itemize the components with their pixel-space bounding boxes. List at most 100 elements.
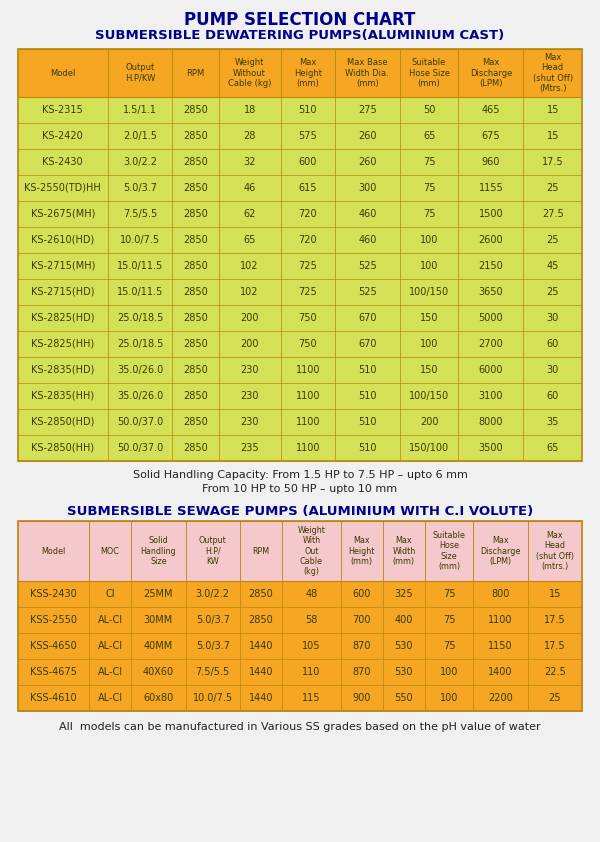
Text: 530: 530 <box>395 641 413 651</box>
Text: 1.5/1.1: 1.5/1.1 <box>123 105 157 115</box>
Text: 100: 100 <box>420 261 438 271</box>
Bar <box>18 607 582 633</box>
Text: 1400: 1400 <box>488 667 512 677</box>
Text: 700: 700 <box>353 615 371 625</box>
Bar <box>18 253 582 279</box>
Text: 100: 100 <box>440 667 458 677</box>
Text: 30: 30 <box>547 313 559 323</box>
Text: PUMP SELECTION CHART: PUMP SELECTION CHART <box>184 11 416 29</box>
Text: 25: 25 <box>547 287 559 297</box>
Text: 2850: 2850 <box>183 261 208 271</box>
Text: 1100: 1100 <box>295 365 320 375</box>
Text: KS-2420: KS-2420 <box>43 131 83 141</box>
Text: 65: 65 <box>547 443 559 453</box>
Text: 2850: 2850 <box>183 157 208 167</box>
Text: 105: 105 <box>302 641 320 651</box>
Text: 720: 720 <box>298 209 317 219</box>
Text: 750: 750 <box>298 313 317 323</box>
Text: 7.5/5.5: 7.5/5.5 <box>123 209 157 219</box>
Text: 2850: 2850 <box>183 365 208 375</box>
Text: 600: 600 <box>353 589 371 599</box>
Text: 1100: 1100 <box>295 443 320 453</box>
Text: 530: 530 <box>395 667 413 677</box>
Bar <box>18 383 582 409</box>
Text: 1500: 1500 <box>479 209 503 219</box>
Text: 200: 200 <box>241 313 259 323</box>
Text: KS-2715(HD): KS-2715(HD) <box>31 287 95 297</box>
Text: 550: 550 <box>395 693 413 703</box>
Bar <box>18 279 582 305</box>
Text: 460: 460 <box>358 209 377 219</box>
Text: 460: 460 <box>358 235 377 245</box>
Text: 2850: 2850 <box>183 443 208 453</box>
Text: Max
Head
(shut Off)
(Mtrs.): Max Head (shut Off) (Mtrs.) <box>533 53 573 93</box>
Text: KS-2675(MH): KS-2675(MH) <box>31 209 95 219</box>
Text: 100: 100 <box>420 235 438 245</box>
Text: 3100: 3100 <box>479 391 503 401</box>
Text: KSS-4610: KSS-4610 <box>30 693 77 703</box>
Text: 102: 102 <box>241 261 259 271</box>
Bar <box>18 581 582 607</box>
Text: AL-CI: AL-CI <box>98 667 123 677</box>
Text: Suitable
Hose
Size
(mm): Suitable Hose Size (mm) <box>433 531 466 571</box>
Text: 25: 25 <box>547 183 559 193</box>
Text: 2600: 2600 <box>479 235 503 245</box>
Text: 7.5/5.5: 7.5/5.5 <box>196 667 230 677</box>
Text: KSS-4650: KSS-4650 <box>30 641 77 651</box>
Text: 17.5: 17.5 <box>542 157 563 167</box>
Text: MOC: MOC <box>101 546 119 556</box>
Text: 100/150: 100/150 <box>409 287 449 297</box>
Text: 230: 230 <box>241 417 259 427</box>
Text: 50.0/37.0: 50.0/37.0 <box>117 417 163 427</box>
Text: 2850: 2850 <box>183 209 208 219</box>
Text: 725: 725 <box>298 261 317 271</box>
Text: 5000: 5000 <box>479 313 503 323</box>
Text: 1100: 1100 <box>488 615 512 625</box>
Text: 2850: 2850 <box>183 235 208 245</box>
Text: Model: Model <box>50 68 76 77</box>
Text: 32: 32 <box>244 157 256 167</box>
Text: 615: 615 <box>298 183 317 193</box>
Text: 115: 115 <box>302 693 320 703</box>
Bar <box>18 633 582 659</box>
Bar <box>18 331 582 357</box>
Text: 150: 150 <box>420 313 439 323</box>
Bar <box>18 409 582 435</box>
Text: 18: 18 <box>244 105 256 115</box>
Text: 102: 102 <box>241 287 259 297</box>
Bar <box>18 659 582 685</box>
Text: RPM: RPM <box>187 68 205 77</box>
Text: 58: 58 <box>305 615 317 625</box>
Text: 30MM: 30MM <box>144 615 173 625</box>
Text: 1150: 1150 <box>488 641 512 651</box>
Text: 2850: 2850 <box>183 417 208 427</box>
Text: 100: 100 <box>420 339 438 349</box>
Text: 50: 50 <box>423 105 435 115</box>
Text: 3.0/2.2: 3.0/2.2 <box>123 157 157 167</box>
Text: CI: CI <box>106 589 115 599</box>
Text: 1440: 1440 <box>249 667 273 677</box>
Text: 75: 75 <box>443 615 455 625</box>
Text: 325: 325 <box>395 589 413 599</box>
Text: 600: 600 <box>299 157 317 167</box>
Text: 2.0/1.5: 2.0/1.5 <box>123 131 157 141</box>
Text: KS-2835(HH): KS-2835(HH) <box>31 391 94 401</box>
Text: 2850: 2850 <box>183 391 208 401</box>
Text: 25: 25 <box>547 235 559 245</box>
Text: 65: 65 <box>244 235 256 245</box>
Bar <box>18 97 582 123</box>
Text: 62: 62 <box>244 209 256 219</box>
Text: 17.5: 17.5 <box>544 615 566 625</box>
Text: KSS-4675: KSS-4675 <box>30 667 77 677</box>
Text: Weight
Without
Cable (kg): Weight Without Cable (kg) <box>228 58 271 88</box>
Text: 1100: 1100 <box>295 417 320 427</box>
Text: 25MM: 25MM <box>143 589 173 599</box>
Text: 260: 260 <box>358 157 377 167</box>
Text: 50.0/37.0: 50.0/37.0 <box>117 443 163 453</box>
Text: 5.0/3.7: 5.0/3.7 <box>123 183 157 193</box>
Text: Output
H.P/KW: Output H.P/KW <box>125 63 155 83</box>
Text: 2850: 2850 <box>248 615 274 625</box>
Text: 15.0/11.5: 15.0/11.5 <box>117 287 163 297</box>
Bar <box>18 521 582 581</box>
Text: 3650: 3650 <box>479 287 503 297</box>
